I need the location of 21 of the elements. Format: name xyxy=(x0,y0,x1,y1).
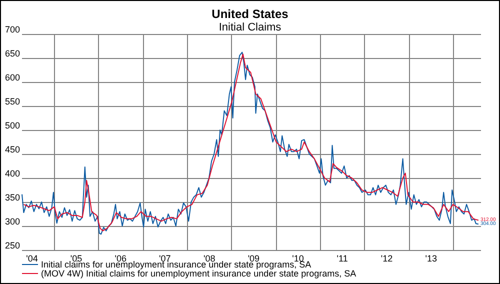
y-tick-label: 700 xyxy=(4,24,20,34)
x-tick-label: '07 xyxy=(159,254,171,264)
x-tick-label: '04 xyxy=(26,254,38,264)
y-tick-label: 250 xyxy=(4,240,20,250)
x-tick-label: '06 xyxy=(114,254,126,264)
x-tick-label: '12 xyxy=(380,254,393,264)
y-tick-label: 650 xyxy=(4,48,20,58)
y-tick-label: 400 xyxy=(4,168,20,178)
x-tick-label: '08 xyxy=(203,254,216,264)
legend-label: (MOV 4W) Initial claims for unemployment insurance under state programs, SA xyxy=(41,268,356,278)
chart-subtitle: Initial Claims xyxy=(218,22,282,34)
x-tick-label: '13 xyxy=(425,254,437,264)
y-tick-label: 300 xyxy=(4,216,20,226)
y-tick-label: 600 xyxy=(4,72,20,82)
x-tick-label: '11 xyxy=(336,254,348,264)
y-tick-label: 450 xyxy=(4,144,20,154)
y-tick-label: 500 xyxy=(4,120,20,130)
y-tick-label: 350 xyxy=(4,192,20,202)
chart-title: United States xyxy=(212,7,289,21)
x-tick-label: '09 xyxy=(248,254,260,264)
y-tick-label: 550 xyxy=(4,96,20,106)
